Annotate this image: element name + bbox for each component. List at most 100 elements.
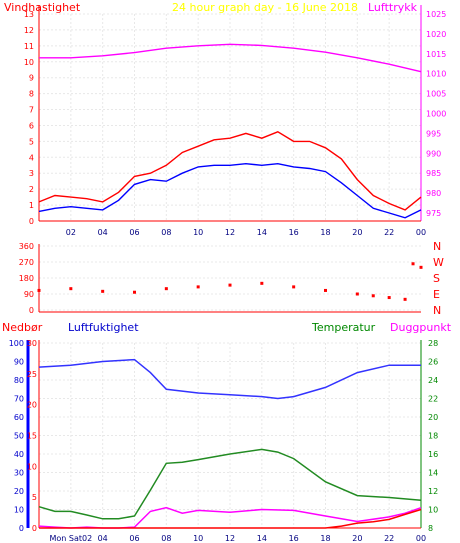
p3-x-tick-label: 04 xyxy=(98,534,108,543)
p3-x-tick-label: 08 xyxy=(161,534,171,543)
p1-x-tick-label: 08 xyxy=(161,228,171,237)
p3-x-tick-label: Mon Sat02 xyxy=(49,534,92,543)
precip-tick-label: 20 xyxy=(27,401,37,410)
p3-x-tick-label: 18 xyxy=(320,534,330,543)
wind-direction-point xyxy=(292,285,296,289)
wind-direction-point xyxy=(403,297,407,301)
temperature-tick-label: 22 xyxy=(428,395,438,404)
precip-tick-label: 0 xyxy=(32,524,37,533)
humidity-tick-label: 10 xyxy=(14,506,24,515)
wind-direction-point xyxy=(228,283,232,287)
temperature-tick-label: 20 xyxy=(428,413,438,422)
pressure-tick-label: 990 xyxy=(426,149,441,158)
direction-tick-label: 0 xyxy=(29,306,34,315)
wind-direction-point xyxy=(411,262,415,266)
pressure-tick-label: 1005 xyxy=(426,90,446,99)
wind-average-line xyxy=(38,162,422,219)
p3-x-tick-label: 22 xyxy=(384,534,394,543)
wind-tick-label: 1 xyxy=(29,201,34,210)
precip-label: Nedbør xyxy=(2,321,43,334)
wind-direction-point xyxy=(164,287,168,291)
pressure-tick-label: 995 xyxy=(426,129,441,138)
temperature-tick-label: 14 xyxy=(428,469,438,478)
temperature-label: Temperatur xyxy=(311,321,376,334)
wind-tick-label: 10 xyxy=(24,58,34,67)
temperature-tick-label: 10 xyxy=(428,506,438,515)
pressure-tick-label: 980 xyxy=(426,189,441,198)
humidity-tick-label: 50 xyxy=(14,432,24,441)
wind-tick-label: 8 xyxy=(29,90,34,99)
temperature-tick-label: 12 xyxy=(428,487,438,496)
humidity-tick-label: 80 xyxy=(14,376,24,385)
wind-direction-point xyxy=(260,281,264,285)
compass-label: S xyxy=(433,272,440,285)
temperature-tick-label: 24 xyxy=(428,376,438,385)
wind-direction-point xyxy=(387,296,391,300)
direction-tick-label: 90 xyxy=(24,290,34,299)
humidity-tick-label: 40 xyxy=(14,450,24,459)
pressure-line xyxy=(39,43,422,73)
wind-tick-label: 7 xyxy=(29,106,34,115)
p1-x-tick-label: 12 xyxy=(225,228,235,237)
humidity-tick-label: 20 xyxy=(14,487,24,496)
wind-gust-line xyxy=(38,131,422,211)
precip-line xyxy=(39,508,422,529)
p1-x-tick-label: 02 xyxy=(66,228,76,237)
p1-x-tick-label: 06 xyxy=(129,228,139,237)
wind-tick-label: 9 xyxy=(29,74,34,83)
humidity-tick-label: 30 xyxy=(14,469,24,478)
pressure-tick-label: 1020 xyxy=(426,30,446,39)
precip-tick-label: 10 xyxy=(27,462,37,471)
pressure-tick-label: 1025 xyxy=(426,10,446,19)
wind-tick-label: 2 xyxy=(29,185,34,194)
wind-tick-label: 5 xyxy=(29,137,34,146)
pressure-tick-label: 1015 xyxy=(426,50,446,59)
humidity-tick-label: 60 xyxy=(14,413,24,422)
wind-direction-point xyxy=(419,265,423,269)
humidity-label: Luftfuktighet xyxy=(68,321,139,334)
temperature-tick-label: 8 xyxy=(428,524,433,533)
compass-label: N xyxy=(433,240,441,253)
precip-tick-label: 5 xyxy=(32,493,37,502)
temperature-line xyxy=(38,448,422,520)
precip-tick-label: 15 xyxy=(27,432,37,441)
p1-x-tick-label: 10 xyxy=(193,228,203,237)
p3-x-tick-label: 00 xyxy=(416,534,426,543)
p1-x-tick-label: 14 xyxy=(257,228,267,237)
compass-label: E xyxy=(433,288,440,301)
p1-x-tick-label: 04 xyxy=(98,228,108,237)
pressure-tick-label: 975 xyxy=(426,209,441,218)
pressure-label: Lufttrykk xyxy=(368,1,418,14)
wind-tick-label: 3 xyxy=(29,169,34,178)
humidity-tick-label: 90 xyxy=(14,358,24,367)
wind-tick-label: 12 xyxy=(24,26,34,35)
temperature-tick-label: 16 xyxy=(428,450,438,459)
humidity-tick-label: 0 xyxy=(19,524,24,533)
precip-tick-label: 25 xyxy=(27,370,37,379)
p1-x-tick-label: 00 xyxy=(416,228,426,237)
wind-tick-label: 0 xyxy=(29,217,34,226)
humidity-tick-label: 100 xyxy=(9,339,24,348)
direction-tick-label: 360 xyxy=(19,242,34,251)
p1-x-tick-label: 20 xyxy=(352,228,362,237)
wind-tick-label: 11 xyxy=(24,42,34,51)
wind-tick-label: 13 xyxy=(24,10,34,19)
p3-x-tick-label: 14 xyxy=(257,534,267,543)
temperature-tick-label: 18 xyxy=(428,432,438,441)
wind-speed-label: Vindhastighet xyxy=(4,1,81,14)
direction-tick-label: 270 xyxy=(19,258,34,267)
p3-x-tick-label: 20 xyxy=(352,534,362,543)
humidity-temperature-panel: Nedbør Luftfuktighet Temperatur Duggpunk… xyxy=(2,321,452,543)
chart-title: 24 hour graph day - 16 June 2018 xyxy=(172,1,358,14)
p3-x-tick-label: 12 xyxy=(225,534,235,543)
pressure-tick-label: 1000 xyxy=(426,110,446,119)
wind-direction-point xyxy=(69,287,73,291)
dewpoint-line xyxy=(38,506,422,529)
wind-direction-point xyxy=(37,288,41,292)
p1-x-tick-label: 18 xyxy=(320,228,330,237)
compass-label: W xyxy=(433,256,444,269)
p3-x-tick-label: 10 xyxy=(193,534,203,543)
wind-direction-point xyxy=(355,292,359,296)
